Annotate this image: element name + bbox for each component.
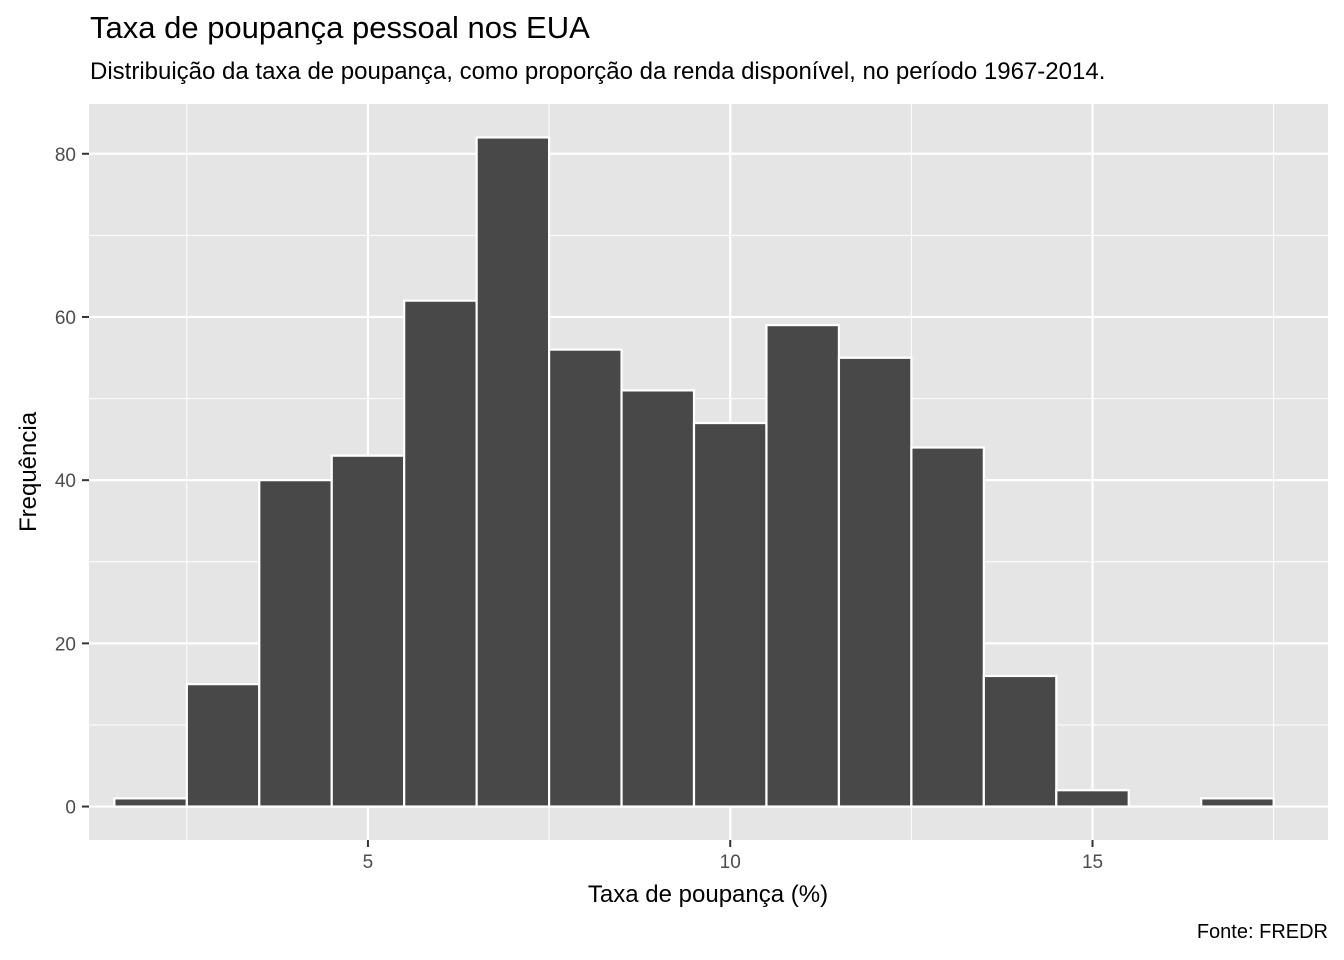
y-tick-label: 20 (55, 634, 76, 655)
histogram-bar (258, 479, 333, 808)
chart-subtitle: Distribuição da taxa de poupança, como p… (90, 58, 1106, 85)
histogram-bar (475, 136, 551, 808)
chart-title: Taxa de poupança pessoal nos EUA (90, 10, 590, 45)
x-axis-label: Taxa de poupança (%) (588, 881, 828, 908)
histogram-bar (692, 421, 768, 808)
x-tick-label: 10 (720, 852, 741, 873)
histogram-bar (1055, 789, 1130, 808)
histogram-bar (910, 446, 985, 808)
y-tick-label: 0 (65, 798, 76, 819)
x-axis: 5 10 15 (363, 840, 1103, 873)
bars (113, 136, 1275, 808)
y-axis-label: Frequência (15, 411, 42, 532)
x-tick-label: 5 (363, 852, 374, 873)
histogram-bar (185, 683, 261, 808)
histogram-bar (837, 356, 913, 808)
histogram-bar (765, 324, 841, 808)
histogram-bar (1200, 797, 1275, 808)
histogram-bar (547, 348, 623, 808)
histogram-bar (620, 389, 696, 808)
y-tick-label: 80 (55, 145, 76, 166)
chart-caption: Fonte: FREDR (1196, 921, 1328, 943)
histogram-bar (403, 299, 478, 808)
histogram-bar (113, 797, 188, 808)
y-axis: 0 20 40 60 80 (55, 145, 89, 819)
y-tick-label: 40 (55, 471, 76, 492)
x-tick-label: 15 (1082, 852, 1103, 873)
histogram-bar (330, 454, 406, 808)
histogram-bar (982, 674, 1058, 808)
y-tick-label: 60 (55, 308, 76, 329)
